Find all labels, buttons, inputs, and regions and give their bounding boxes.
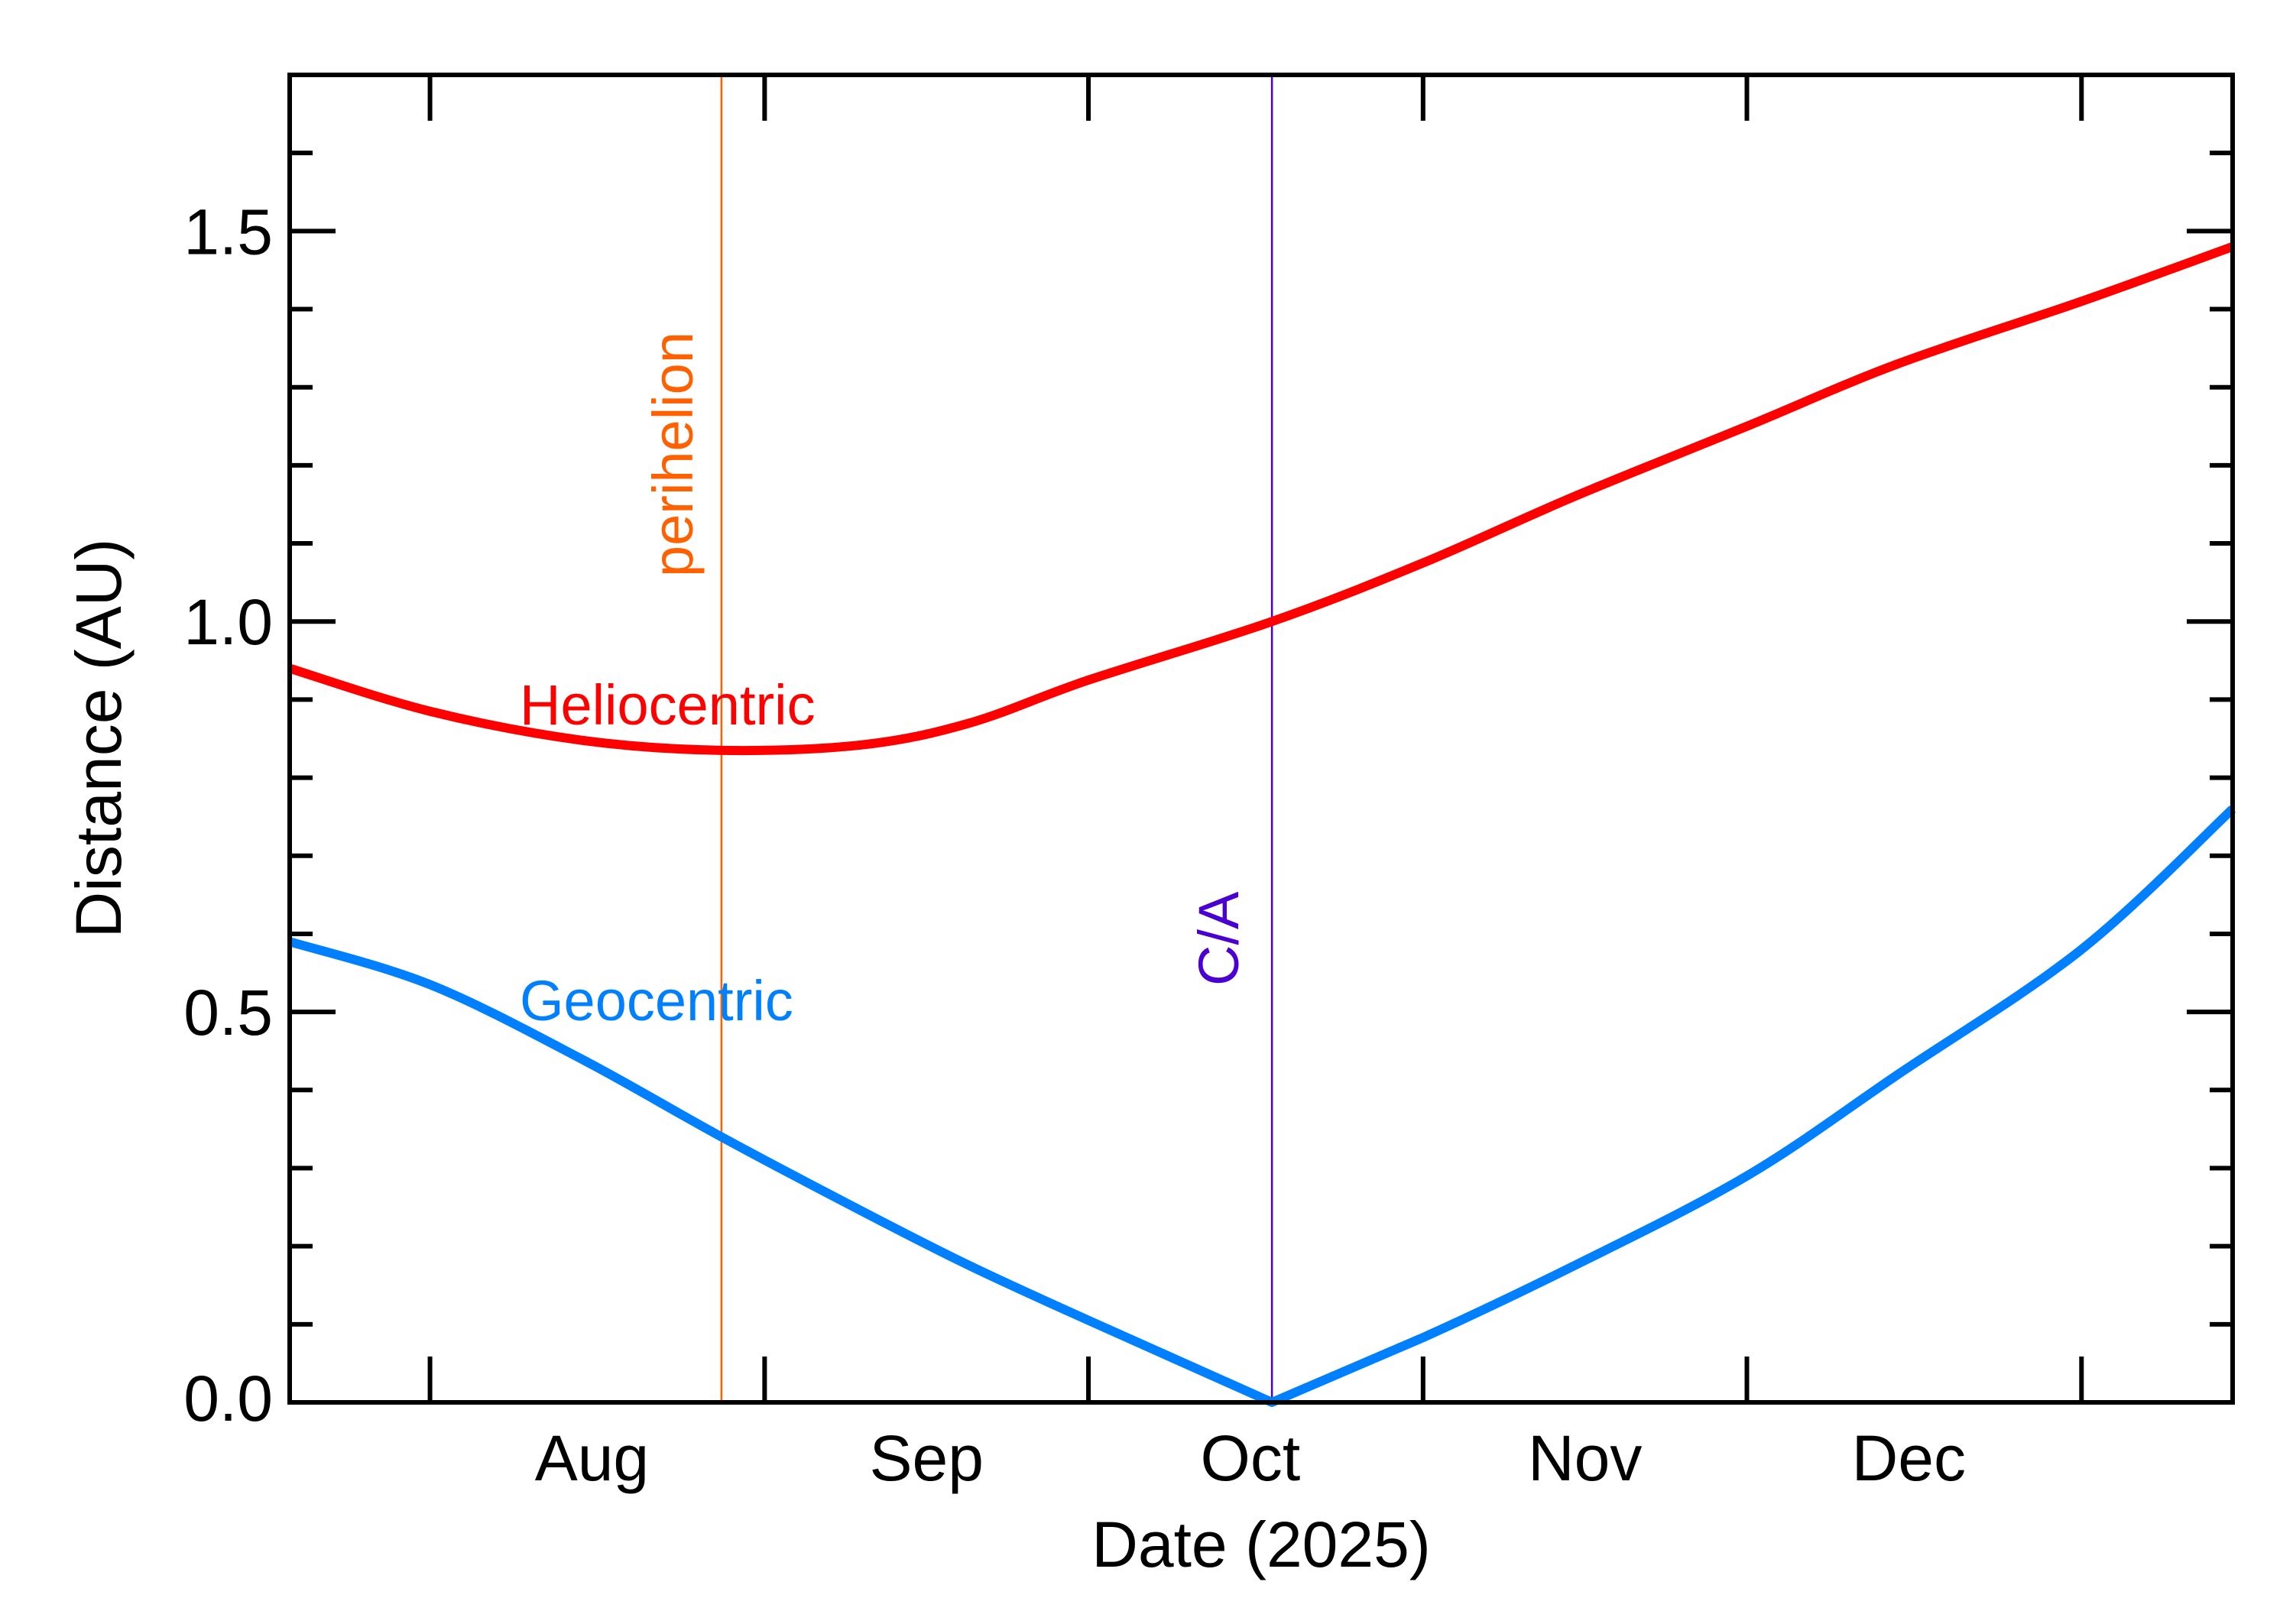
y-tick-label: 1.5 [183,196,273,267]
y-axis-label: Distance (AU) [63,539,135,938]
x-tick-label: Nov [1528,1422,1642,1494]
x-tick-label: Dec [1852,1422,1966,1494]
annotation-label-ca: C/A [1187,891,1250,986]
series-label-heliocentric: Heliocentric [520,673,816,737]
y-tick-label: 0.5 [183,977,273,1049]
series-label-geocentric: Geocentric [520,969,793,1032]
y-tick-label: 0.0 [183,1363,273,1434]
annotation-label-perihelion: perihelion [641,332,705,577]
x-tick-label: Aug [535,1422,649,1494]
series-line-heliocentric [288,242,2235,756]
plot-frame [287,73,2235,1405]
x-tick-label: Sep [869,1422,983,1494]
x-axis-label: Date (2025) [1091,1509,1431,1580]
series-line-geocentric [288,806,2236,1407]
x-tick-label: Oct [1201,1422,1301,1494]
y-tick-label: 1.0 [183,586,273,658]
